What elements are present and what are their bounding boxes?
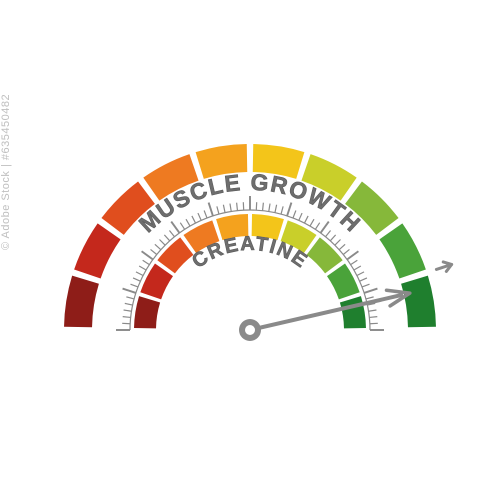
needle — [239, 290, 410, 341]
inner-segment-9 — [340, 296, 366, 328]
watermark-text: © Adobe Stock | #635450482 — [0, 94, 12, 250]
outer-segment-0 — [64, 276, 99, 328]
outer-segment-8 — [379, 223, 425, 278]
marker-arrow-icon — [436, 262, 451, 272]
outer-segment-1 — [74, 223, 120, 278]
inner-segment-0 — [134, 296, 160, 328]
outer-segment-9 — [401, 276, 436, 328]
